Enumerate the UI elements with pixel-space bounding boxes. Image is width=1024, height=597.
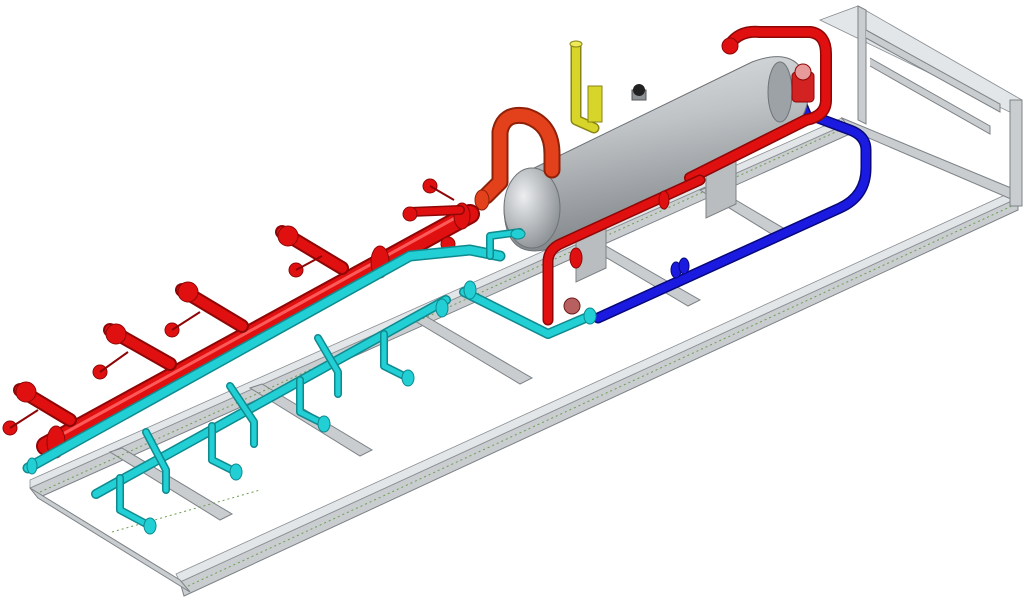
inner-rail xyxy=(865,29,1001,113)
vessel-head-right xyxy=(767,61,793,123)
branch-1-valve xyxy=(15,381,37,403)
right-upper-post xyxy=(1009,99,1023,207)
gauge-icon xyxy=(633,84,645,96)
inner-rail-2 xyxy=(869,57,991,135)
red-top-loop xyxy=(684,25,832,184)
cyan-flange xyxy=(463,280,477,300)
red-flange-b xyxy=(569,247,583,269)
left-end-beam xyxy=(29,487,191,593)
orange-flange xyxy=(474,189,490,211)
vent-cap xyxy=(569,40,583,48)
red-branch-5 xyxy=(402,178,465,222)
branch-5-valve xyxy=(402,206,418,222)
weld-line-cross xyxy=(111,489,261,533)
cyan-flange xyxy=(435,298,449,318)
gas-outlet-loop xyxy=(474,106,561,211)
cyan-flange xyxy=(143,517,157,535)
red-flange-a xyxy=(658,190,670,210)
inlet-manifold xyxy=(36,174,706,459)
cross-member-2 xyxy=(408,313,534,385)
drain-valve xyxy=(563,297,581,315)
cyan-flange xyxy=(229,463,243,481)
blue-flange-2 xyxy=(678,257,690,275)
branch-4-valve xyxy=(277,225,299,247)
relief-valve-body xyxy=(587,85,603,123)
outlet-manifold xyxy=(22,228,597,499)
cyan-drops xyxy=(26,280,477,535)
branch-3-valve xyxy=(177,281,199,303)
red-branch-2 xyxy=(92,323,177,380)
red-branch-4 xyxy=(275,225,349,278)
red-elbow-flange xyxy=(721,37,739,55)
skid-frame xyxy=(29,5,1023,597)
weld-line-back xyxy=(187,204,1015,587)
right-upper-rail xyxy=(857,5,867,125)
cyan-end-flange xyxy=(583,307,597,325)
cyan-flange xyxy=(26,457,38,475)
vessel-head-left xyxy=(503,167,561,249)
actuator-icon xyxy=(794,63,812,81)
red-branch-3 xyxy=(164,281,249,338)
cyan-top-flange xyxy=(510,228,526,240)
relief-valve-stack xyxy=(569,40,603,134)
cyan-flange xyxy=(317,415,331,433)
branch-2-valve xyxy=(105,323,127,345)
horizontal-vessel xyxy=(503,56,809,283)
red-branch-1 xyxy=(2,381,77,436)
cyan-flange xyxy=(401,369,415,387)
